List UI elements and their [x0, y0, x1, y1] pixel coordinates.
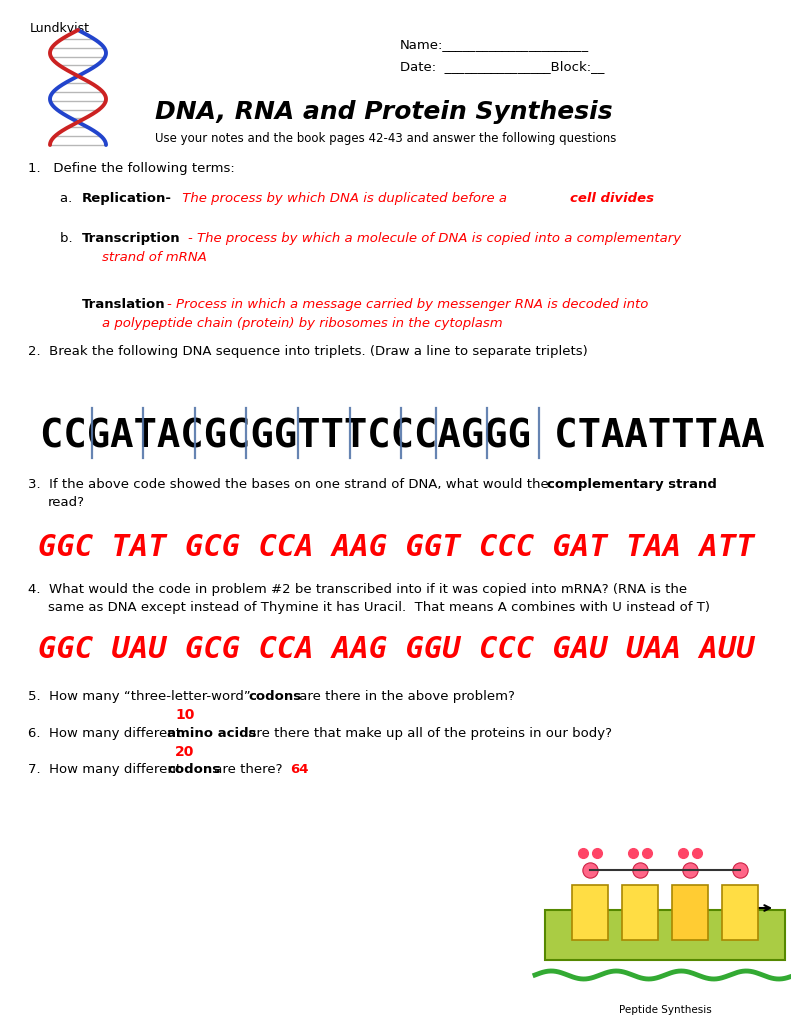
Text: DNA, RNA and Protein Synthesis: DNA, RNA and Protein Synthesis [155, 100, 612, 124]
Text: 5.  How many “three-letter-word”: 5. How many “three-letter-word” [28, 690, 255, 703]
Text: Peptide Synthesis: Peptide Synthesis [619, 1005, 711, 1015]
Text: read?: read? [48, 496, 85, 509]
Bar [722, 885, 758, 940]
Text: 4.  What would the code in problem #2 be transcribed into if it was copied into : 4. What would the code in problem #2 be … [28, 583, 687, 596]
Text: 7.  How many different: 7. How many different [28, 763, 185, 776]
Text: Translation: Translation [82, 298, 165, 311]
Text: are there in the above problem?: are there in the above problem? [295, 690, 515, 703]
Text: complementary strand: complementary strand [547, 478, 717, 490]
Text: 2.  Break the following DNA sequence into triplets. (Draw a line to separate tri: 2. Break the following DNA sequence into… [28, 345, 588, 358]
Text: a.: a. [60, 193, 85, 205]
Text: - Process in which a message carried by messenger RNA is decoded into: - Process in which a message carried by … [167, 298, 649, 311]
Bar [572, 885, 608, 940]
Text: GGC TAT GCG CCA AAG GGT CCC GAT TAA ATT: GGC TAT GCG CCA AAG GGT CCC GAT TAA ATT [38, 534, 755, 562]
Text: are there that make up all of the proteins in our body?: are there that make up all of the protei… [244, 727, 612, 740]
Text: Lundkvist: Lundkvist [30, 22, 90, 35]
Bar [622, 885, 658, 940]
Text: codons: codons [248, 690, 301, 703]
Text: 1.   Define the following terms:: 1. Define the following terms: [28, 162, 235, 175]
Text: 3.  If the above code showed the bases on one strand of DNA, what would the: 3. If the above code showed the bases on… [28, 478, 553, 490]
Text: Date:  ________________Block:__: Date: ________________Block:__ [400, 60, 604, 73]
Text: 20: 20 [175, 745, 195, 759]
Text: cell divides: cell divides [570, 193, 654, 205]
Text: are there?: are there? [210, 763, 291, 776]
Text: Transcription: Transcription [82, 232, 180, 245]
Text: GGC UAU GCG CCA AAG GGU CCC GAU UAA AUU: GGC UAU GCG CCA AAG GGU CCC GAU UAA AUU [38, 635, 755, 664]
Text: CCGATACGCGGTTTCCCAGGG CTAATTTAA: CCGATACGCGGTTTCCCAGGG CTAATTTAA [40, 418, 765, 456]
Text: - The process by which a molecule of DNA is copied into a complementary: - The process by which a molecule of DNA… [188, 232, 681, 245]
Text: codons: codons [167, 763, 220, 776]
Bar [672, 885, 708, 940]
Bar [545, 910, 785, 961]
Text: same as DNA except instead of Thymine it has Uracil.  That means A combines with: same as DNA except instead of Thymine it… [48, 601, 710, 614]
Text: Name:______________________: Name:______________________ [400, 38, 589, 51]
Text: strand of mRNA: strand of mRNA [102, 251, 207, 264]
Text: 10: 10 [175, 708, 195, 722]
Text: b.: b. [60, 232, 81, 245]
Text: a polypeptide chain (protein) by ribosomes in the cytoplasm: a polypeptide chain (protein) by ribosom… [102, 317, 502, 330]
Text: amino acids: amino acids [167, 727, 256, 740]
Text: Replication-: Replication- [82, 193, 172, 205]
Text: 64: 64 [290, 763, 308, 776]
Text: 6.  How many different: 6. How many different [28, 727, 185, 740]
Text: Use your notes and the book pages 42-43 and answer the following questions: Use your notes and the book pages 42-43 … [155, 132, 616, 145]
Text: The process by which DNA is duplicated before a: The process by which DNA is duplicated b… [178, 193, 511, 205]
